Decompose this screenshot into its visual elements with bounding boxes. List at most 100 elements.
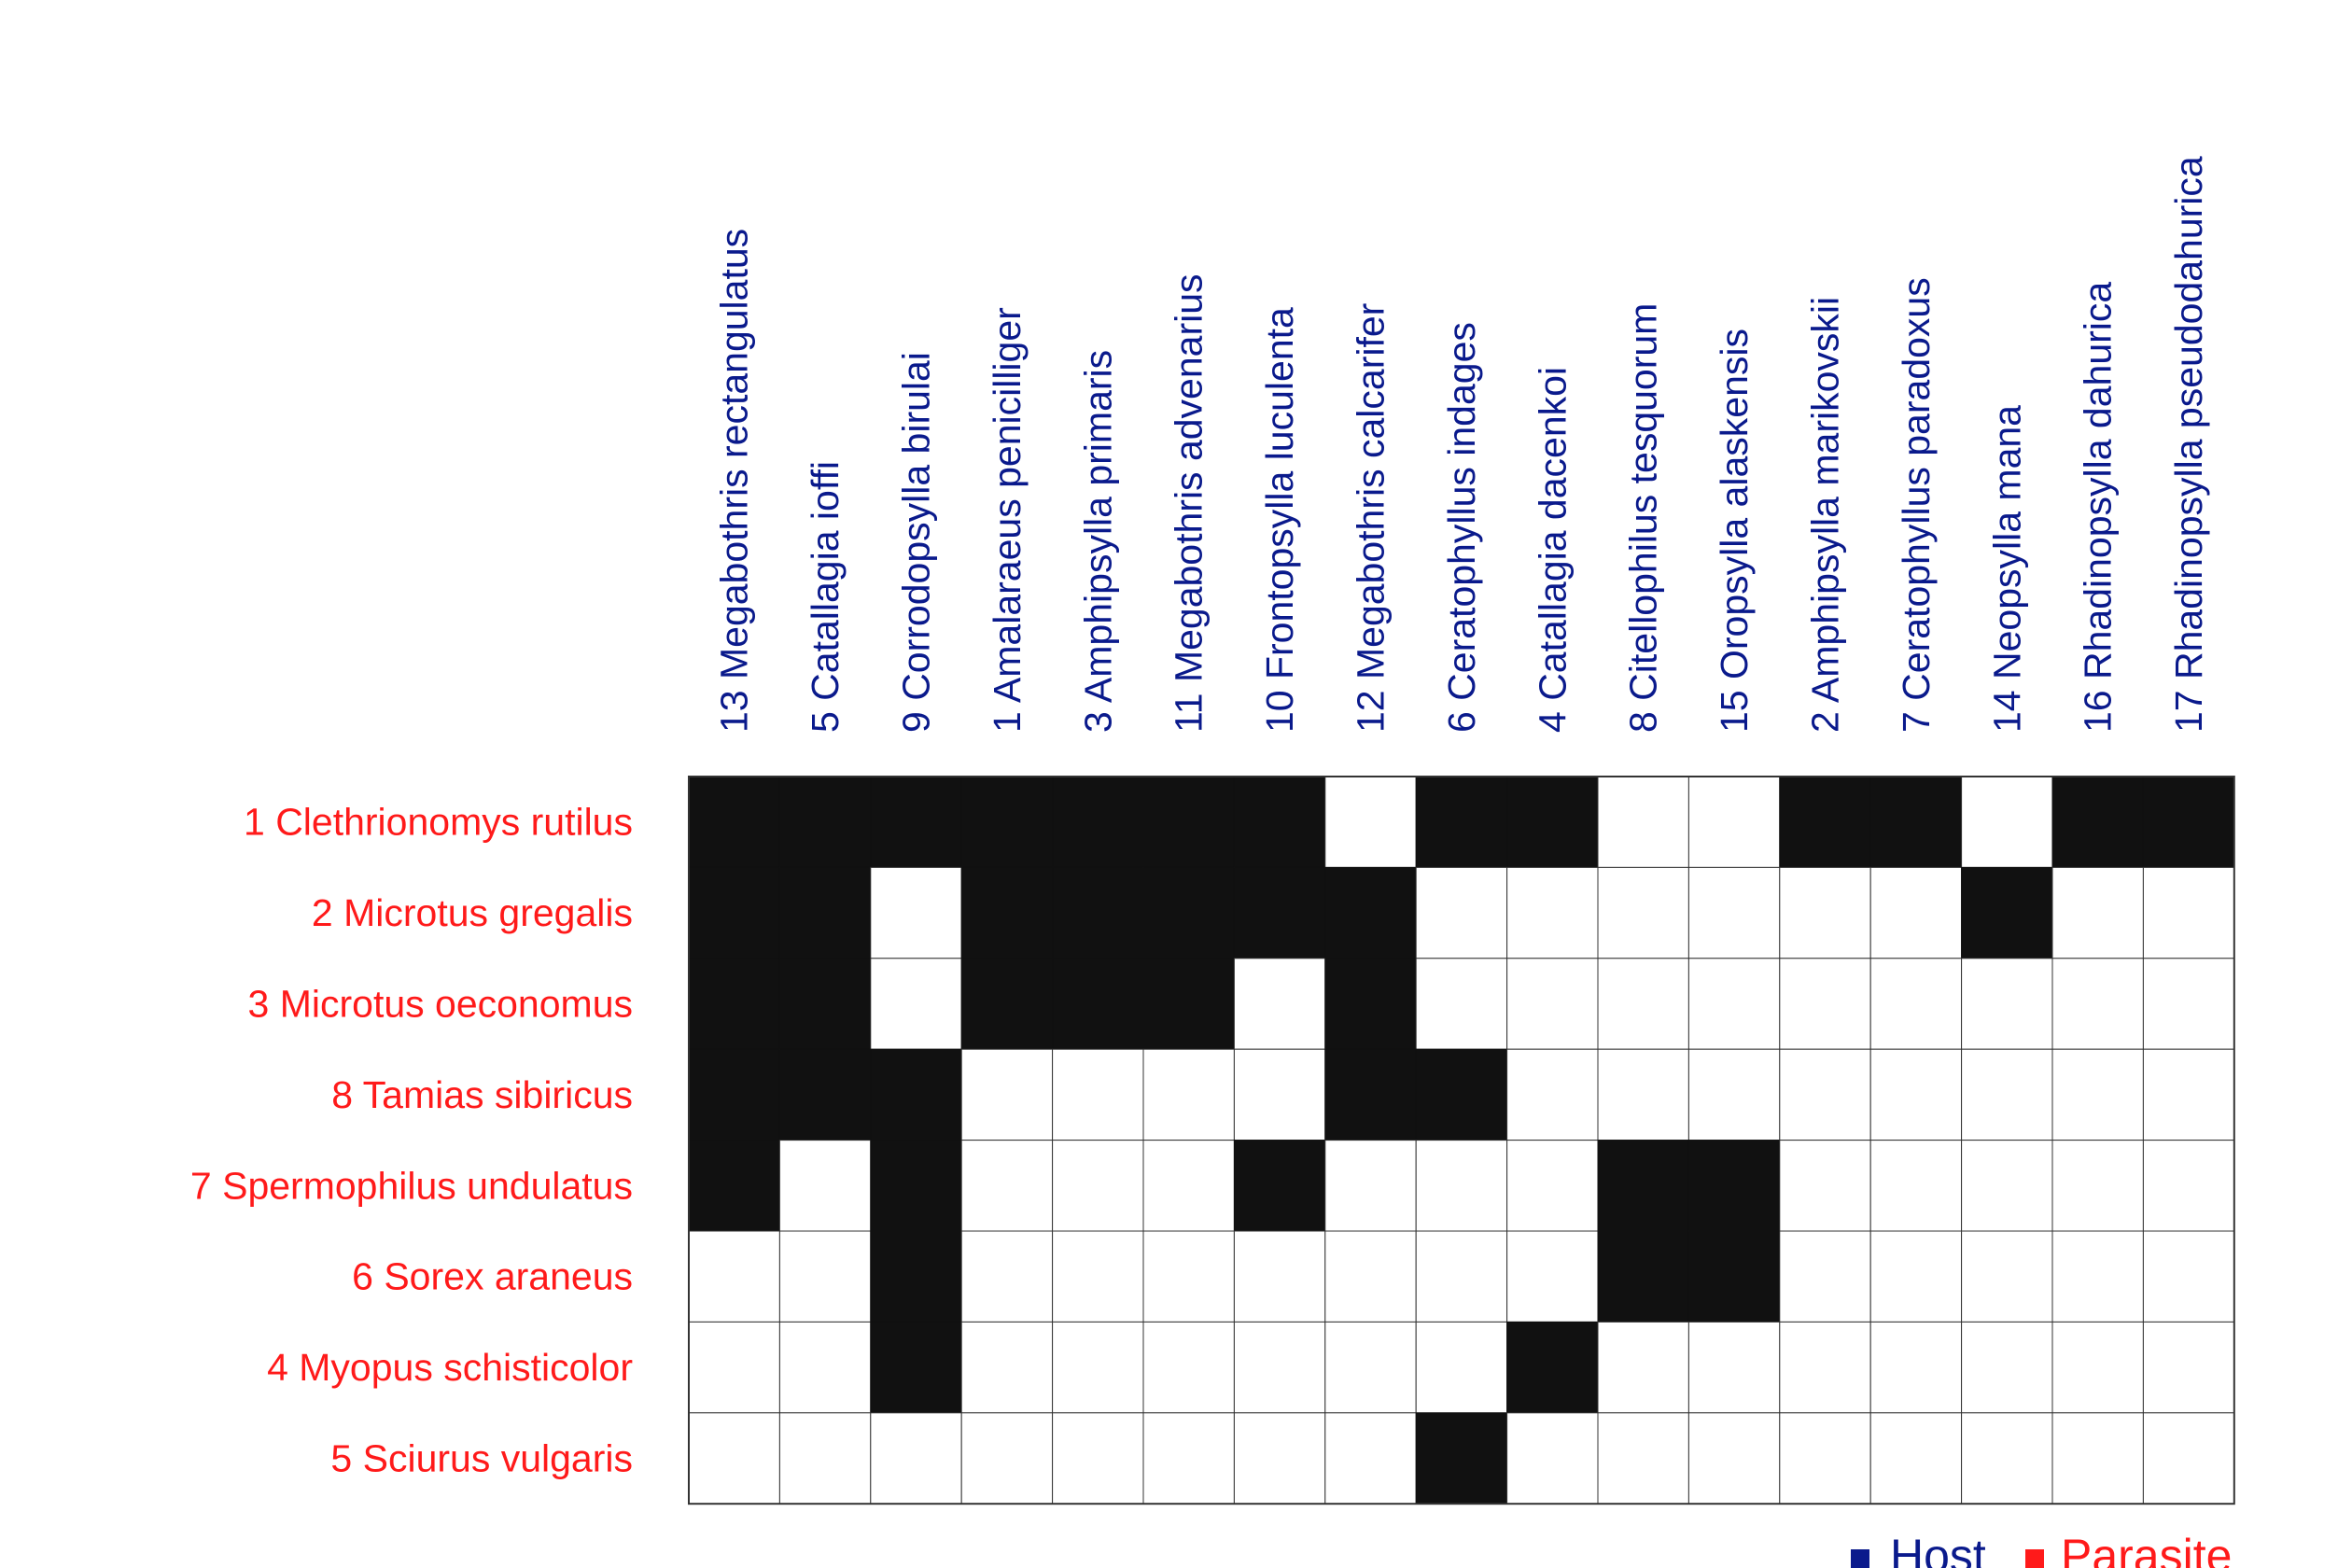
matrix-cell-r8-c14 [1869,1412,1963,1505]
matrix-cell-r4-c4 [960,1048,1054,1141]
column-label-8: 12 Megabothris calcarifer [1350,303,1393,733]
matrix-cell-r1-c2 [778,776,872,868]
row-labels: 1 Clethrionomys rutilus 2 Microtus gregal… [190,801,633,1480]
matrix-cell-r4-c6 [1142,1048,1235,1141]
matrix-cell-r7-c7 [1233,1321,1326,1414]
matrix-cell-r6-c17 [2142,1230,2235,1323]
matrix-cell-r7-c5 [1052,1321,1144,1414]
matrix-border [688,776,2235,1505]
matrix-cell-r7-c1 [688,1321,780,1414]
column-labels: 13 Megabothris rectangulatus 5 Catallagia… [713,156,2210,733]
row-label-3: 3 Microtus oeconomus [248,983,633,1026]
column-label-10: 4 Catallagia dacenkoi [1531,367,1574,733]
matrix-cell-r6-c11 [1597,1230,1689,1323]
matrix-cell-r6-c6 [1142,1230,1235,1323]
matrix-cell-r5-c15 [1961,1140,2053,1232]
matrix-cell-r4-c3 [870,1048,962,1141]
column-label-5: 3 Amphipsylla primaris [1076,350,1119,733]
matrix-cell-r1-c13 [1779,776,1871,868]
matrix-cell-r8-c6 [1142,1412,1235,1505]
matrix-cell-r2-c10 [1506,866,1599,959]
matrix-cell-r6-c2 [778,1230,872,1323]
matrix-cell-r4-c7 [1233,1048,1326,1141]
matrix-cell-r2-c4 [960,866,1054,959]
matrix-cell-r8-c2 [778,1412,872,1505]
matrix-cell-r3-c15 [1961,958,2053,1050]
matrix-cell-r3-c13 [1779,958,1871,1050]
matrix-cell-r5-c17 [2142,1140,2235,1232]
column-label-17: 17 Rhadinopsylla pseudodahurica [2167,156,2210,733]
matrix-cell-r4-c13 [1779,1048,1871,1141]
matrix-cell-r5-c13 [1779,1140,1871,1232]
matrix-cell-r8-c4 [960,1412,1054,1505]
matrix-cell-r3-c9 [1415,958,1508,1050]
matrix-cell-r1-c12 [1687,776,1781,868]
matrix-cell-r3-c2 [778,958,872,1050]
matrix-cell-r5-c6 [1142,1140,1235,1232]
matrix-cell-r4-c12 [1687,1048,1781,1141]
matrix-cell-r3-c1 [688,958,780,1050]
column-label-13: 2 Amphipsylla marikovskii [1804,297,1847,733]
matrix-cell-r2-c9 [1415,866,1508,959]
column-label-14: 7 Ceratophyllus paradoxus [1895,277,1938,733]
matrix-cell-r5-c5 [1052,1140,1144,1232]
row-label-6: 6 Sorex araneus [352,1255,633,1298]
matrix-cell-r7-c15 [1961,1321,2053,1414]
matrix-cell-r8-c15 [1961,1412,2053,1505]
row-label-8: 5 Sciurus vulgaris [330,1437,633,1480]
matrix-cell-r4-c14 [1869,1048,1963,1141]
matrix-cell-r8-c17 [2142,1412,2235,1505]
legend: Host Parasite [1851,1530,2232,1568]
column-label-2: 5 Catallagia ioffi [804,461,847,733]
matrix-cell-r2-c3 [870,866,962,959]
row-label-4: 8 Tamias sibiricus [331,1073,633,1116]
matrix-cell-r3-c11 [1597,958,1689,1050]
legend-host-label: Host [1890,1530,1986,1568]
matrix-cell-r1-c14 [1869,776,1963,868]
matrix-cell-r5-c4 [960,1140,1054,1232]
matrix-cell-r7-c9 [1415,1321,1508,1414]
legend-host-swatch [1851,1549,1869,1568]
matrix-cell-r8-c1 [688,1412,780,1505]
matrix-cell-r4-c5 [1052,1048,1144,1141]
matrix-cell-r8-c3 [870,1412,962,1505]
column-label-6: 11 Megabothris advenarius [1168,273,1211,733]
matrix-cell-r8-c13 [1779,1412,1871,1505]
matrix-cell-r7-c11 [1597,1321,1689,1414]
matrix-cell-r2-c7 [1233,866,1326,959]
matrix-cell-r3-c16 [2051,958,2144,1050]
matrix-cell-r8-c9 [1415,1412,1508,1505]
row-label-7: 4 Myopus schisticolor [267,1346,633,1389]
matrix-cell-r4-c10 [1506,1048,1599,1141]
matrix-cell-r1-c7 [1233,776,1326,868]
matrix-cell-r3-c12 [1687,958,1781,1050]
matrix-cell-r1-c17 [2142,776,2235,868]
matrix-cell-r2-c5 [1052,866,1144,959]
column-label-7: 10 Frontopsylla luculenta [1258,307,1301,733]
matrix-cell-r4-c2 [778,1048,872,1141]
matrix-cell-r5-c10 [1506,1140,1599,1232]
matrix-cell-r4-c1 [688,1048,780,1141]
matrix-cell-r5-c8 [1324,1140,1417,1232]
matrix-cell-r2-c6 [1142,866,1235,959]
matrix-cell-r1-c11 [1597,776,1689,868]
matrix-cell-r7-c6 [1142,1321,1235,1414]
matrix-cell-r6-c10 [1506,1230,1599,1323]
matrix-cell-r1-c16 [2051,776,2144,868]
matrix-cell-r2-c2 [778,866,872,959]
matrix-cell-r7-c3 [870,1321,962,1414]
matrix-cell-r7-c8 [1324,1321,1417,1414]
column-label-16: 16 Rhadinopsylla dahurica [2077,282,2120,733]
matrix-cell-r6-c14 [1869,1230,1963,1323]
matrix-cell-r3-c10 [1506,958,1599,1050]
matrix-cell-r1-c8 [1324,776,1417,868]
matrix-cell-r5-c1 [688,1140,780,1232]
matrix-cell-r6-c9 [1415,1230,1508,1323]
matrix-cell-r5-c7 [1233,1140,1326,1232]
matrix-cell-r1-c5 [1052,776,1144,868]
matrix-cell-r8-c12 [1687,1412,1781,1505]
column-label-4: 1 Amalaraeus penicilliger [986,307,1029,733]
legend-parasite-label: Parasite [2061,1530,2232,1568]
matrix-cell-r2-c15 [1961,866,2053,959]
